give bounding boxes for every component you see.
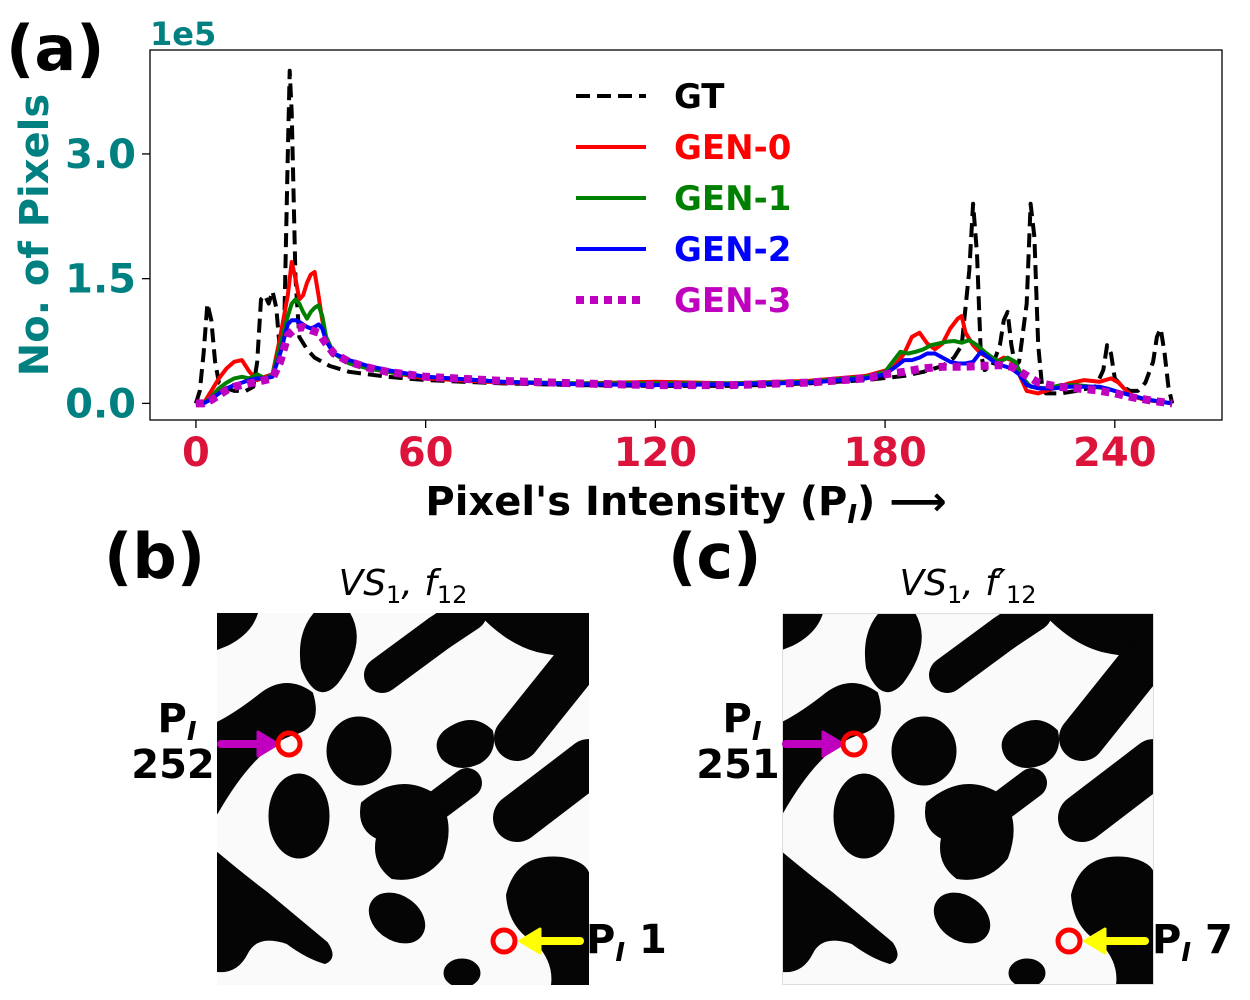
x-tick-label: 240: [1073, 430, 1157, 476]
histogram-chart: 0 60 120 180 240 0.0 1.5 3.0 1e5 No. of Pixels…: [12, 15, 1223, 530]
legend-label-gen-2: GEN-2: [674, 230, 791, 270]
legend-label-gt: GT: [674, 77, 725, 117]
y-tick-label: 0.0: [65, 381, 136, 427]
microstructure-image-c: [782, 613, 1154, 985]
y-ticks: 0.0 1.5 3.0: [65, 132, 150, 427]
label-bottom-b: PI 1: [586, 917, 667, 968]
image-title-c: VS1, f′12: [899, 563, 1036, 609]
x-tick-label: 180: [843, 430, 927, 476]
label-bottom-c: PI 7: [1152, 917, 1233, 968]
label-value-top-c: 251: [696, 742, 780, 788]
x-tick-label: 60: [398, 430, 454, 476]
marker-ring-top-c: [840, 730, 868, 758]
y-axis-label: No. of Pixels: [12, 94, 58, 376]
x-axis-label: Pixel's Intensity (PI) ⟶: [425, 479, 946, 530]
x-tick-label: 120: [614, 430, 698, 476]
panel-label-c: (c): [668, 520, 761, 593]
label-pi-top-c: PI: [722, 696, 761, 747]
panel-label-b: (b): [104, 520, 205, 593]
marker-ring-bottom-c: [1055, 927, 1083, 955]
series-line-gen-3: [195, 322, 1173, 408]
x-ticks: 0 60 120 180 240: [182, 420, 1157, 476]
label-value-top-b: 252: [131, 742, 215, 788]
marker-ring-top-b: [275, 730, 303, 758]
series-line-gt: [193, 68, 1175, 404]
y-tick-label: 1.5: [65, 257, 136, 303]
legend-label-gen-3: GEN-3: [674, 281, 791, 321]
y-tick-label: 3.0: [65, 132, 136, 178]
x-tick-label: 0: [182, 430, 210, 476]
image-frame-c: [782, 613, 1154, 985]
legend-label-gen-1: GEN-1: [674, 179, 791, 219]
image-panel-c: VS1, f′12: [696, 563, 1233, 985]
marker-ring-bottom-b: [490, 927, 518, 955]
y-offset-label: 1e5: [150, 15, 216, 53]
series-layer: [193, 68, 1175, 408]
plot-area: [149, 49, 1223, 421]
legend-label-gen-0: GEN-0: [674, 128, 791, 168]
label-pi-top-b: PI: [157, 696, 196, 747]
legend: GT GEN-0 GEN-1 GEN-2 GEN-3: [576, 77, 791, 321]
panel-label-a: (a): [6, 12, 105, 85]
image-title-b: VS1, f12: [339, 563, 468, 609]
image-panel-b: VS1, f12: [131, 563, 667, 985]
microstructure-image-b: [217, 613, 589, 985]
